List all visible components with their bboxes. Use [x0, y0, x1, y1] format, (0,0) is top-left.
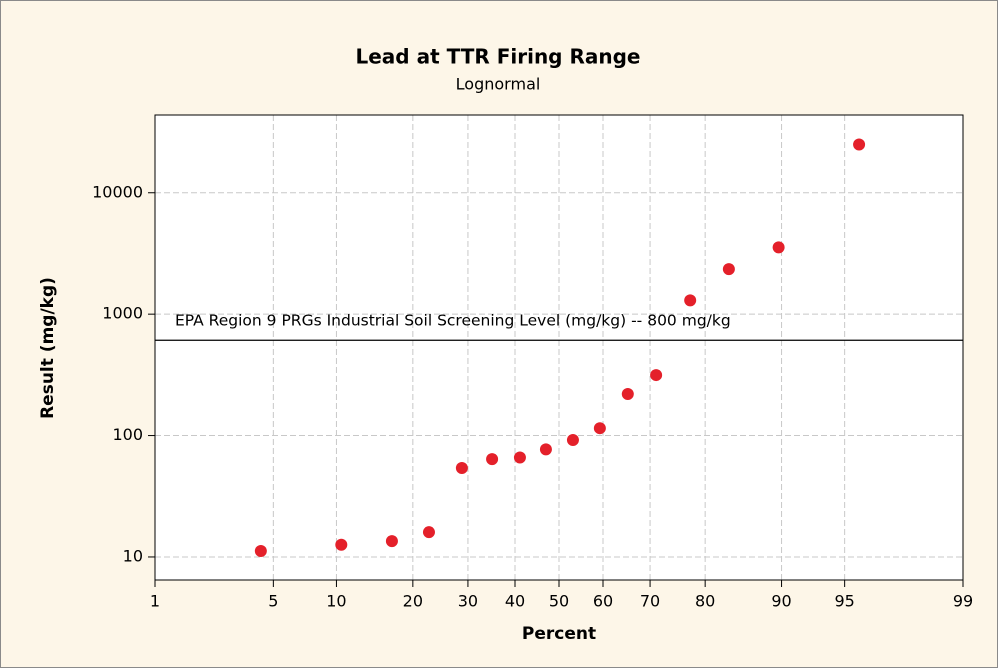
x-tick-label: 40 — [505, 592, 525, 611]
point — [621, 387, 634, 400]
x-tick-label: 90 — [771, 592, 791, 611]
x-tick-label: 20 — [403, 592, 423, 611]
x-tick-label: 70 — [640, 592, 660, 611]
x-tick-label: 80 — [695, 592, 715, 611]
point — [385, 535, 398, 548]
point — [335, 538, 348, 551]
x-tick-label: 60 — [593, 592, 613, 611]
x-tick-label: 99 — [953, 592, 973, 611]
point — [722, 263, 735, 276]
y-tick-label: 10 — [123, 546, 143, 565]
y-tick-label: 10000 — [92, 182, 143, 201]
chart-subtitle: Lognormal — [456, 75, 541, 94]
point — [486, 453, 499, 466]
point — [254, 544, 267, 557]
point — [513, 451, 526, 464]
y-tick-label: 1000 — [102, 304, 143, 323]
x-axis-label: Percent — [522, 624, 596, 644]
y-tick-label: 100 — [112, 425, 143, 444]
plot-area — [155, 115, 963, 580]
point — [539, 443, 552, 456]
x-tick-label: 95 — [834, 592, 854, 611]
point — [422, 526, 435, 539]
marks: 1 5 10 20 30 40 50 60 70 80 90 95 99 10 100 1000 10000 EP… — [92, 138, 973, 611]
x-tick-label: 10 — [326, 592, 346, 611]
plot-frame — [154, 114, 964, 581]
point — [684, 294, 697, 307]
x-tick-label: 1 — [150, 592, 160, 611]
point — [650, 369, 663, 382]
x-tick-label: 50 — [549, 592, 569, 611]
reference-line-label: EPA Region 9 PRGs Industrial Soil Screen… — [175, 312, 731, 330]
point — [853, 138, 866, 151]
point — [566, 433, 579, 446]
x-tick-label: 5 — [268, 592, 278, 611]
point — [772, 241, 785, 254]
y-axis-label: Result (mg/kg) — [38, 277, 58, 419]
x-tick-label: 30 — [458, 592, 478, 611]
point — [593, 422, 606, 435]
chart-title: Lead at TTR Firing Range — [356, 45, 641, 69]
point — [455, 462, 468, 475]
